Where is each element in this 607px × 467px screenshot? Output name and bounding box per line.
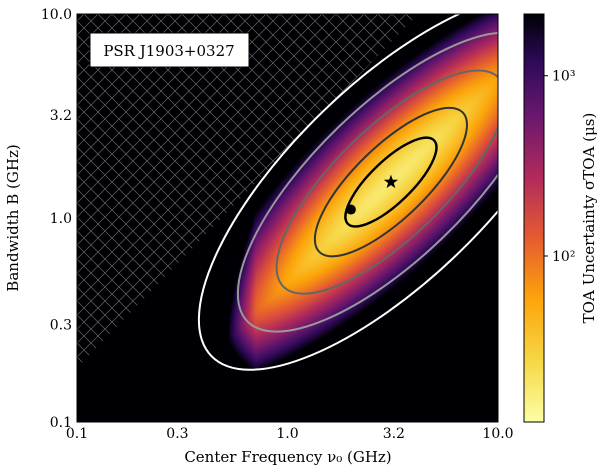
annotation-box: PSR J1903+0327: [89, 32, 250, 68]
x-axis-label: Center Frequency ν₀ (GHz): [184, 448, 391, 466]
y-tick-label: 1.0: [50, 211, 72, 227]
x-axis: 0.1 0.3 1.0 3.2 10.0: [66, 417, 514, 442]
y-tick-label: 0.3: [50, 318, 72, 334]
colorbar-label: TOA Uncertainty σTOA (μs): [580, 113, 598, 324]
contour-line: [275, 69, 498, 295]
y-tick-label: 10.0: [41, 7, 72, 23]
contour-lines: [197, 14, 498, 371]
contour-line: [236, 31, 498, 333]
contour-line: [313, 106, 468, 258]
colorbar-tick-label: 10²: [552, 249, 575, 265]
x-tick-label: 0.3: [166, 426, 188, 442]
y-tick-label: 3.2: [50, 108, 72, 124]
plot-area: [77, 14, 498, 422]
marker-dot: [345, 204, 356, 215]
x-tick-label: 1.0: [276, 426, 298, 442]
x-tick-label: 10.0: [482, 426, 513, 442]
optimum-star-marker: [383, 174, 399, 189]
y-axis: 0.1 0.3 1.0 3.2 10.0: [41, 7, 82, 431]
contour-line: [197, 14, 498, 371]
y-axis-label: Bandwidth B (GHz): [4, 144, 22, 291]
colorbar-tick-label: 10³: [552, 69, 575, 85]
contour-line: [344, 136, 438, 228]
x-tick-label: 0.1: [66, 426, 88, 442]
markers: [345, 174, 399, 215]
annotation-text: PSR J1903+0327: [103, 42, 234, 60]
x-tick-label: 3.2: [383, 426, 405, 442]
colorbar: [523, 13, 545, 423]
colorbar-ticks: 10² 10³: [544, 69, 575, 265]
y-tick-label: 0.1: [50, 415, 72, 431]
